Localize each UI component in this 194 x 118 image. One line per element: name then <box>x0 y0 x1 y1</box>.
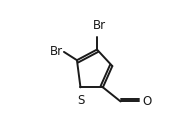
Text: Br: Br <box>93 19 106 32</box>
Text: Br: Br <box>50 45 63 58</box>
Text: S: S <box>77 94 84 107</box>
Text: O: O <box>142 95 152 108</box>
